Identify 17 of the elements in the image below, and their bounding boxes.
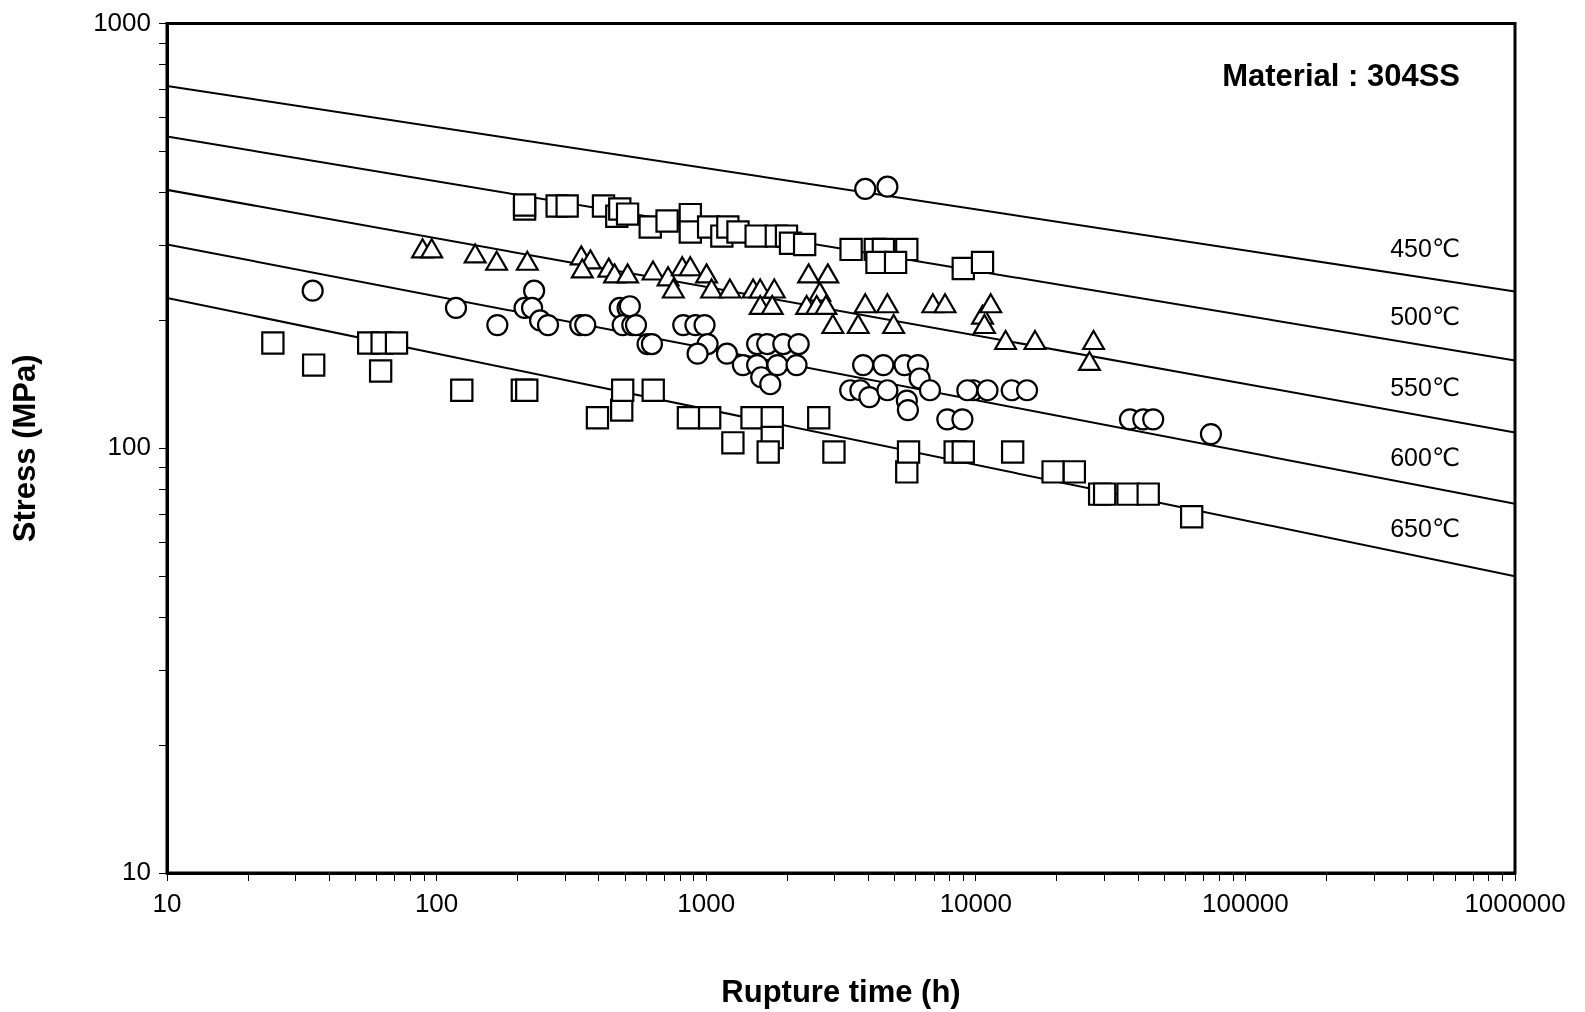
series-label: 650℃ bbox=[1390, 513, 1460, 542]
y-tick-label: 100 bbox=[107, 431, 151, 462]
y-tick-label: 1000 bbox=[93, 6, 151, 37]
x-tick-label: 100 bbox=[414, 887, 459, 918]
x-axis-title: Rupture time (h) bbox=[721, 973, 961, 1009]
x-tick-label: 1000 bbox=[677, 887, 736, 918]
x-tick-label: 10 bbox=[152, 887, 182, 918]
series-label: 550℃ bbox=[1390, 372, 1460, 401]
annotation: Material : 304SS bbox=[1222, 58, 1460, 94]
series-label: 500℃ bbox=[1390, 302, 1460, 331]
x-tick-label: 10000 bbox=[939, 887, 1012, 918]
series-label: 600℃ bbox=[1390, 442, 1460, 471]
x-tick-label: 1000000 bbox=[1464, 887, 1566, 918]
x-tick-label: 100000 bbox=[1202, 887, 1289, 918]
y-tick-label: 10 bbox=[122, 856, 151, 887]
y-axis-title: Stress (MPa) bbox=[7, 354, 43, 543]
series-label: 450℃ bbox=[1390, 234, 1460, 263]
